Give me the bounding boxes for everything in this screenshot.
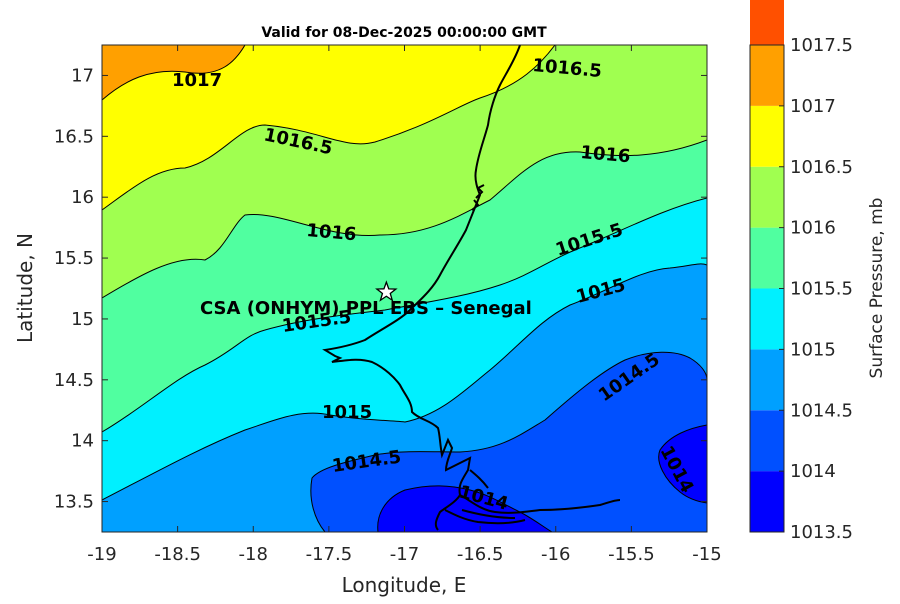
colorbar-segment — [750, 227, 784, 289]
colorbar-tick-label: 1014 — [790, 461, 836, 482]
contour-line-1016.5 — [102, 45, 556, 211]
colorbar-tick-label: 1016 — [790, 218, 836, 239]
x-tick-label: -19 — [87, 544, 116, 565]
contour-label: 1016 — [580, 142, 632, 167]
site-star-marker — [375, 280, 398, 302]
band-1013.5-east — [658, 425, 707, 503]
site-label: CSA (ONHYM) PPL EBS – Senegal — [200, 298, 532, 319]
colorbar-tick-label: 1013.5 — [790, 522, 853, 543]
map-title: Valid for 08-Dec-2025 00:00:00 GMT — [261, 25, 547, 41]
colorbar-tick-label: 1017.5 — [790, 35, 853, 56]
colorbar-tick-label: 1015.5 — [790, 279, 853, 300]
contour-lines — [102, 45, 707, 532]
coastline-main — [322, 45, 621, 531]
colorbar-segment — [750, 288, 784, 350]
band-1013.5 — [377, 485, 552, 532]
y-tick-label: 17 — [71, 65, 94, 86]
contour-line-1014-east — [658, 424, 707, 504]
contour-line-1015.5 — [102, 197, 707, 433]
x-tick-label: -18 — [239, 544, 268, 565]
x-tick-label: -15.5 — [608, 544, 655, 565]
colorbar-tick-label: 1015 — [790, 339, 836, 360]
x-tick-label: -16 — [541, 544, 570, 565]
colorbar-label: Surface Pressure, mb — [867, 198, 887, 379]
colorbar-tick-label: 1016.5 — [790, 157, 853, 178]
band-1014 — [310, 352, 707, 532]
y-tick-label: 14 — [71, 431, 94, 452]
y-tick-label: 14.5 — [54, 370, 94, 391]
y-tick-label: 13.5 — [54, 492, 94, 513]
contour-label: 1017 — [172, 70, 222, 91]
contour-line-1015 — [102, 263, 707, 501]
colorbar-segment — [750, 349, 784, 411]
contour-label: 1015 — [322, 402, 372, 423]
contour-plot-area: 1017 1016.5 1016.5 1016 1016 1015.5 1015… — [102, 45, 707, 532]
x-tick-label: -16.5 — [457, 544, 504, 565]
x-tick-label: -15 — [692, 544, 721, 565]
colorbar-segment — [750, 410, 784, 472]
coastline-inlet — [471, 184, 485, 211]
colorbar-segment — [750, 166, 784, 228]
colorbar-segment — [750, 45, 784, 106]
contour-line-1014.5 — [310, 351, 707, 532]
colorbar: 1013.5 1014 1014.5 1015 1015.5 1016 1016.5 1017… — [749, 0, 853, 543]
y-axis: 13.5 14 14.5 15 15.5 16 16.5 17 — [54, 65, 707, 513]
y-tick-label: 15.5 — [54, 248, 94, 269]
colorbar-segment — [750, 0, 784, 45]
x-tick-label: -17 — [390, 544, 419, 565]
y-tick-label: 16 — [71, 187, 94, 208]
y-tick-label: 15 — [71, 309, 94, 330]
contour-line-1016 — [102, 139, 707, 299]
y-axis-label: Latitude, N — [13, 233, 37, 343]
colorbar-segment — [750, 105, 784, 167]
contour-label: 1016 — [306, 220, 358, 245]
colorbar-tick-label: 1017 — [790, 96, 836, 117]
x-tick-label: -17.5 — [306, 544, 353, 565]
colorbar-segment — [750, 471, 784, 532]
x-axis: -19 -18.5 -18 -17.5 -17 -16.5 -16 -15.5 -15 — [87, 45, 722, 565]
colorbar-tick-label: 1014.5 — [790, 400, 853, 421]
y-tick-label: 16.5 — [54, 126, 94, 147]
contour-line-1017 — [102, 45, 246, 101]
x-axis-label: Longitude, E — [342, 573, 467, 597]
x-tick-label: -18.5 — [154, 544, 201, 565]
contour-line-1014 — [377, 485, 553, 532]
coastline — [322, 45, 621, 531]
